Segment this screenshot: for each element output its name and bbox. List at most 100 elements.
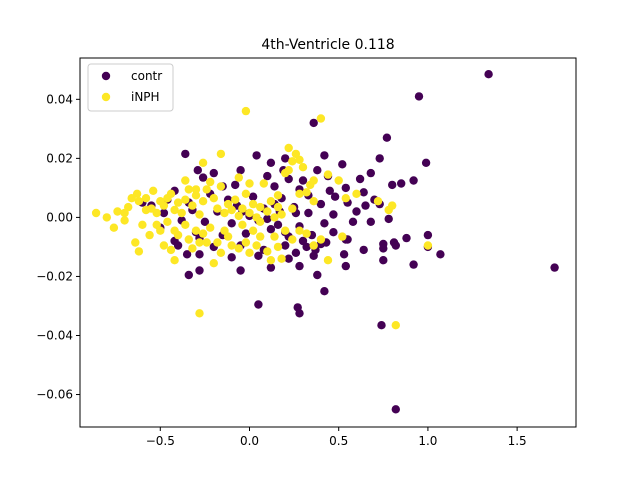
data-point-iNPH [213,204,222,213]
data-point-iNPH [423,241,433,250]
data-point-iNPH [238,220,247,229]
data-point-contr [281,154,290,163]
data-point-contr [361,201,370,210]
data-point-contr [409,176,418,185]
data-point-contr [436,250,445,259]
data-point-contr [231,180,240,190]
data-point-iNPH [170,226,179,235]
data-point-contr [388,180,397,190]
data-point-contr [195,266,204,275]
data-point-iNPH [302,188,311,197]
data-point-iNPH [216,182,226,191]
plot-frame [79,57,577,428]
series-iNPH [91,106,433,330]
data-point-iNPH [177,208,186,218]
data-point-contr [270,182,279,191]
data-point-contr [248,192,258,201]
data-point-iNPH [184,235,193,244]
data-point-contr [200,217,210,226]
data-point-iNPH [273,191,283,200]
data-point-contr [414,92,424,101]
data-point-iNPH [266,256,276,265]
data-point-contr [339,250,349,259]
data-point-iNPH [181,176,190,185]
data-point-contr [291,248,301,257]
data-point-contr [241,229,251,238]
data-point-contr [198,173,208,182]
data-point-iNPH [181,195,190,204]
data-point-iNPH [113,207,122,216]
x-tick-label: 0.0 [240,434,259,448]
data-point-contr [348,217,358,226]
y-tick-label: −0.06 [36,388,73,402]
data-point-contr [402,233,411,243]
data-point-contr [329,210,338,219]
data-point-iNPH [234,244,243,253]
data-point-contr [266,225,276,234]
data-point-contr [366,217,375,226]
data-point-iNPH [181,220,190,229]
data-point-contr [423,230,433,240]
points-layer [91,70,559,414]
data-point-iNPH [263,247,272,256]
data-point-iNPH [127,194,136,203]
data-point-iNPH [241,189,251,198]
data-point-iNPH [266,197,276,206]
data-point-contr [329,228,338,237]
data-point-iNPH [302,229,311,238]
data-point-iNPH [273,202,283,212]
data-point-iNPH [238,204,247,213]
data-point-contr [359,188,368,197]
data-point-iNPH [316,114,326,123]
data-point-contr [384,214,393,224]
chart-title: 4th-Ventricle 0.118 [261,37,394,53]
data-point-iNPH [163,217,172,226]
data-point-iNPH [134,247,144,256]
data-point-iNPH [191,226,201,235]
data-point-contr [159,208,169,218]
data-point-iNPH [134,197,144,206]
data-point-iNPH [198,229,208,238]
data-point-iNPH [288,204,297,213]
y-axis: −0.06 −0.04 −0.02 0.00 0.02 0.04 [36,92,80,402]
y-tick-label: 0.00 [46,210,73,224]
data-point-contr [209,168,218,178]
data-point-contr [266,263,276,272]
data-point-iNPH [245,179,254,188]
data-point-iNPH [223,232,233,241]
data-point-contr [304,208,313,218]
data-point-iNPH [170,205,179,215]
data-point-iNPH [338,232,347,241]
data-point-iNPH [323,256,333,265]
y-tick-label: −0.02 [36,269,73,283]
x-tick-label: −0.5 [146,434,175,448]
data-point-contr [227,219,236,228]
data-point-contr [252,151,261,160]
x-tick-label: 1.5 [508,434,527,448]
data-point-iNPH [213,238,222,247]
data-point-iNPH [277,254,286,263]
data-point-iNPH [170,256,179,265]
y-tick-label: −0.04 [36,328,73,342]
data-point-contr [550,263,559,272]
legend-label-contr: contr [131,69,162,83]
data-point-iNPH [195,238,204,247]
data-point-contr [236,166,245,175]
data-point-iNPH [234,211,243,221]
data-point-iNPH [220,208,229,218]
data-point-iNPH [141,205,151,215]
data-point-contr [254,251,263,260]
data-point-contr [377,321,386,330]
data-point-iNPH [284,166,293,175]
data-point-contr [263,171,272,181]
data-point-iNPH [288,235,297,244]
data-point-iNPH [209,259,218,268]
legend-marker-iNPH [101,92,111,102]
data-point-contr [320,151,329,160]
data-point-contr [320,219,329,228]
data-point-contr [338,160,347,169]
data-point-contr [193,166,202,175]
data-point-iNPH [191,191,201,200]
